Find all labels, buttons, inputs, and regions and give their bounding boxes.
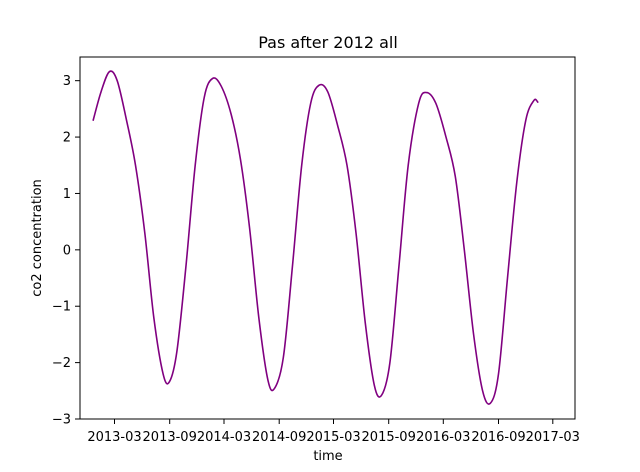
y-tick-label: −1 <box>52 300 71 315</box>
x-tick-label: 2014-03 <box>197 430 251 445</box>
x-tick-label: 2013-09 <box>143 430 197 445</box>
y-axis: −3 −2 −1 0 1 2 3 <box>52 74 80 428</box>
y-tick-label: 0 <box>63 243 71 258</box>
x-tick-label: 2016-03 <box>416 430 470 445</box>
x-tick-label: 2016-09 <box>471 430 525 445</box>
x-axis: 2013-03 2013-09 2014-03 2014-09 2015-03 2015-… <box>87 419 580 445</box>
plot-frame <box>79 56 576 420</box>
x-tick-label: 2013-03 <box>87 430 141 445</box>
y-tick-label: 1 <box>63 187 71 202</box>
x-tick-label: 2017-03 <box>526 430 580 445</box>
y-tick-label: −2 <box>52 356 71 371</box>
chart-title: Pas after 2012 all <box>258 33 398 52</box>
y-axis-label: co2 concentration <box>30 179 45 297</box>
x-tick-label: 2015-03 <box>306 430 360 445</box>
y-tick-label: −3 <box>52 413 71 428</box>
x-axis-label: time <box>313 449 342 464</box>
y-tick-label: 3 <box>63 74 71 89</box>
x-tick-label: 2014-09 <box>252 430 306 445</box>
series-line <box>92 70 539 405</box>
x-tick-label: 2015-09 <box>362 430 416 445</box>
y-tick-label: 2 <box>63 131 71 146</box>
